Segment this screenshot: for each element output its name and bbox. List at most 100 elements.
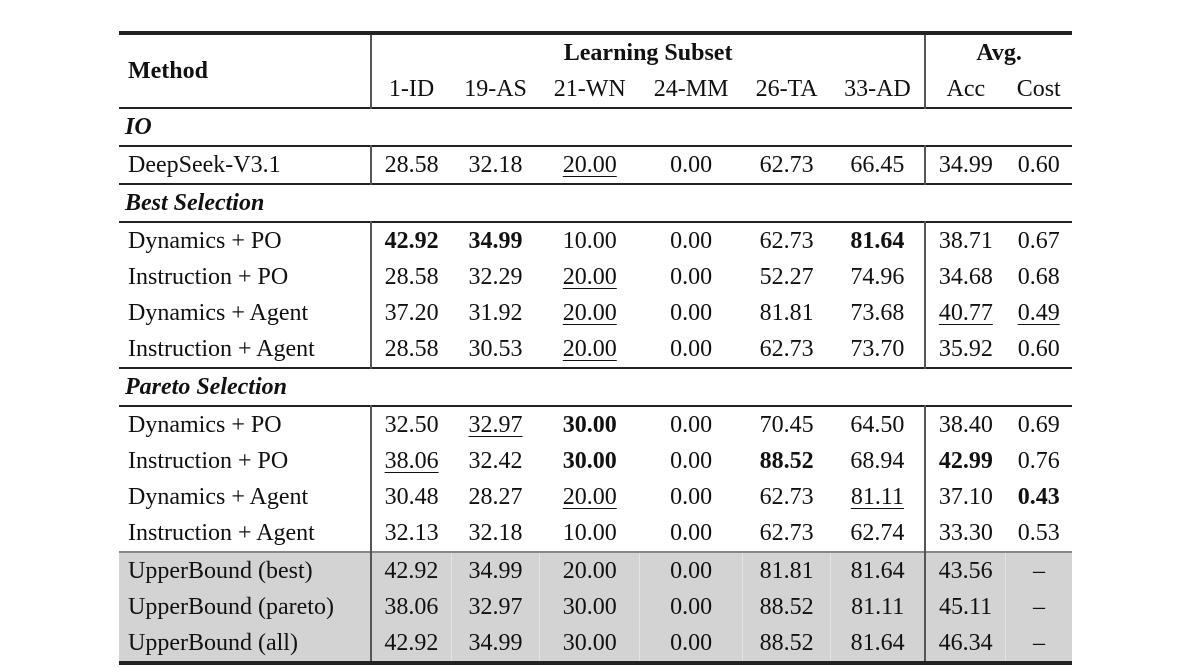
value-cell: 0.60	[1005, 146, 1072, 184]
value-cell: 88.52	[743, 443, 831, 479]
value: 81.11	[850, 484, 904, 510]
upper-bound-row: UpperBound (all) 42.92 34.99 30.00 0.00 88.52…	[119, 625, 1072, 663]
value-cell: 30.48	[369, 479, 452, 515]
value: 34.99	[938, 152, 993, 178]
value: 0.43	[1017, 484, 1060, 510]
value: 20.00	[562, 152, 617, 178]
section-header: Pareto Selection	[119, 368, 1072, 406]
value: 0.00	[670, 520, 713, 546]
value-cell: 40.77	[924, 295, 1006, 331]
value-cell: 0.76	[1005, 443, 1072, 479]
value: 62.73	[759, 520, 814, 546]
value-cell: 0.00	[640, 479, 743, 515]
value-cell: 10.00	[540, 515, 640, 552]
value-cell: 0.60	[1005, 331, 1072, 368]
table-row: Dynamics + Agent 37.20 31.92 20.00 0.00 81.81…	[119, 295, 1072, 331]
value: 0.49	[1017, 300, 1060, 326]
value-cell: 35.92	[924, 331, 1006, 368]
value-cell: 38.06	[369, 443, 452, 479]
value-cell: 46.34	[924, 625, 1006, 663]
header-col-19-as: 19-AS	[464, 76, 527, 102]
value-cell: 0.00	[640, 259, 743, 295]
value-cell: 0.00	[639, 589, 743, 625]
method-name: UpperBound (all)	[119, 625, 371, 663]
section-header: IO	[119, 108, 1072, 146]
value-cell: 62.74	[831, 515, 926, 552]
value: 37.10	[938, 484, 993, 510]
value-cell: 64.50	[831, 406, 926, 443]
value: 30.00	[562, 412, 617, 438]
method-name: Instruction + Agent	[128, 520, 315, 546]
value-cell: 20.00	[539, 551, 640, 589]
value-cell: 88.52	[742, 625, 831, 663]
value-cell: 32.29	[451, 259, 540, 295]
value-cell: 62.73	[743, 479, 831, 515]
method-name: Dynamics + PO	[128, 412, 282, 438]
value: 10.00	[562, 228, 617, 254]
value-cell: 0.00	[640, 406, 743, 443]
value-cell: 0.00	[640, 295, 743, 331]
value-cell: 0.68	[1005, 259, 1072, 295]
value: 37.20	[384, 300, 439, 326]
value: 32.97	[468, 412, 523, 438]
method-name: UpperBound (best)	[119, 551, 371, 589]
value-cell: 0.00	[640, 222, 743, 259]
value: 0.00	[670, 152, 713, 178]
value-cell: 34.99	[451, 222, 540, 259]
value-cell: –	[1004, 589, 1072, 625]
value-cell: 0.43	[1005, 479, 1072, 515]
value-cell: 88.52	[742, 589, 831, 625]
header-method: Method	[128, 58, 208, 84]
table-row: Instruction + Agent 28.58 30.53 20.00 0.00 62…	[119, 331, 1072, 368]
value-cell: 32.13	[369, 515, 452, 552]
value-cell: 20.00	[540, 259, 640, 295]
value: 38.40	[938, 412, 993, 438]
value: 0.00	[670, 412, 713, 438]
value: 30.53	[468, 336, 523, 362]
value-cell: 81.81	[742, 551, 831, 589]
results-table: Method Learning Subset Avg. 1-ID 19-AS 2…	[119, 31, 1072, 665]
value: 20.00	[562, 484, 617, 510]
value-cell: 66.45	[831, 146, 926, 184]
value-cell: 81.64	[830, 625, 926, 663]
value: 35.92	[938, 336, 993, 362]
value-cell: 20.00	[540, 479, 640, 515]
value: 0.00	[670, 228, 713, 254]
value-cell: 38.06	[369, 589, 452, 625]
section-header: Best Selection	[119, 184, 1072, 222]
value: 88.52	[759, 448, 814, 474]
value-cell: 0.69	[1005, 406, 1072, 443]
value-cell: 0.67	[1005, 222, 1072, 259]
value-cell: 30.53	[451, 331, 540, 368]
value-cell: 42.92	[369, 625, 452, 663]
value-cell: 28.58	[369, 259, 452, 295]
header-col-26-ta: 26-TA	[755, 76, 818, 102]
value: 74.96	[850, 264, 905, 290]
value-cell: 38.71	[924, 222, 1006, 259]
value-cell: 0.00	[639, 625, 743, 663]
upper-bound-row: UpperBound (best) 42.92 34.99 20.00 0.00 81.8…	[119, 551, 1072, 589]
value-cell: 34.68	[924, 259, 1006, 295]
value: 0.76	[1017, 448, 1060, 474]
value: 0.00	[670, 336, 713, 362]
value: 81.64	[850, 228, 905, 254]
method-name: UpperBound (pareto)	[119, 589, 371, 625]
value: 31.92	[468, 300, 523, 326]
value-cell: 10.00	[540, 222, 640, 259]
value-cell: 32.18	[451, 515, 540, 552]
value-cell: 34.99	[450, 551, 540, 589]
value: 70.45	[759, 412, 814, 438]
value: 33.30	[938, 520, 993, 546]
value-cell: 81.64	[830, 551, 926, 589]
value-cell: 42.92	[369, 222, 452, 259]
method-name: Instruction + Agent	[128, 336, 315, 362]
value-cell: 0.00	[640, 443, 743, 479]
value: 64.50	[850, 412, 905, 438]
value: 66.45	[850, 152, 905, 178]
method-name: Dynamics + Agent	[128, 300, 309, 326]
table-row: Dynamics + PO 42.92 34.99 10.00 0.00 62.73 81.…	[119, 222, 1072, 259]
table-row: Instruction + PO 28.58 32.29 20.00 0.00 52.27…	[119, 259, 1072, 295]
value: 62.73	[759, 152, 814, 178]
value-cell: 81.81	[743, 295, 831, 331]
method-name: Dynamics + Agent	[128, 484, 309, 510]
